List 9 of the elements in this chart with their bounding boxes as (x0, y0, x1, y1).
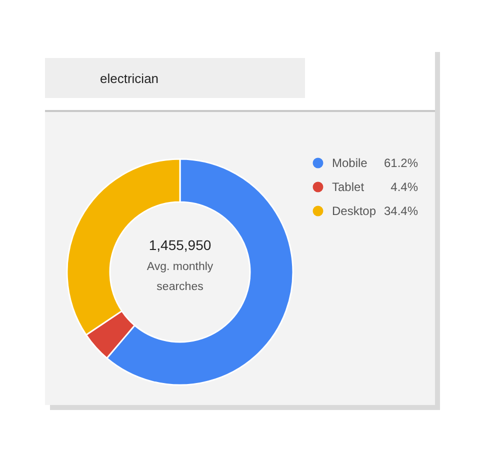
data-label: 34.4% (384, 204, 418, 218)
data-label: 61.2% (384, 156, 418, 170)
legend-label: Desktop (332, 204, 376, 218)
legend-label: Mobile (332, 156, 368, 170)
text: electrician (100, 71, 159, 86)
data-label: 4.4% (390, 180, 418, 194)
text: 1,455,950 (148, 237, 212, 253)
text: Avg. monthly searches (146, 261, 214, 293)
legend-label: Tablet (332, 180, 365, 194)
